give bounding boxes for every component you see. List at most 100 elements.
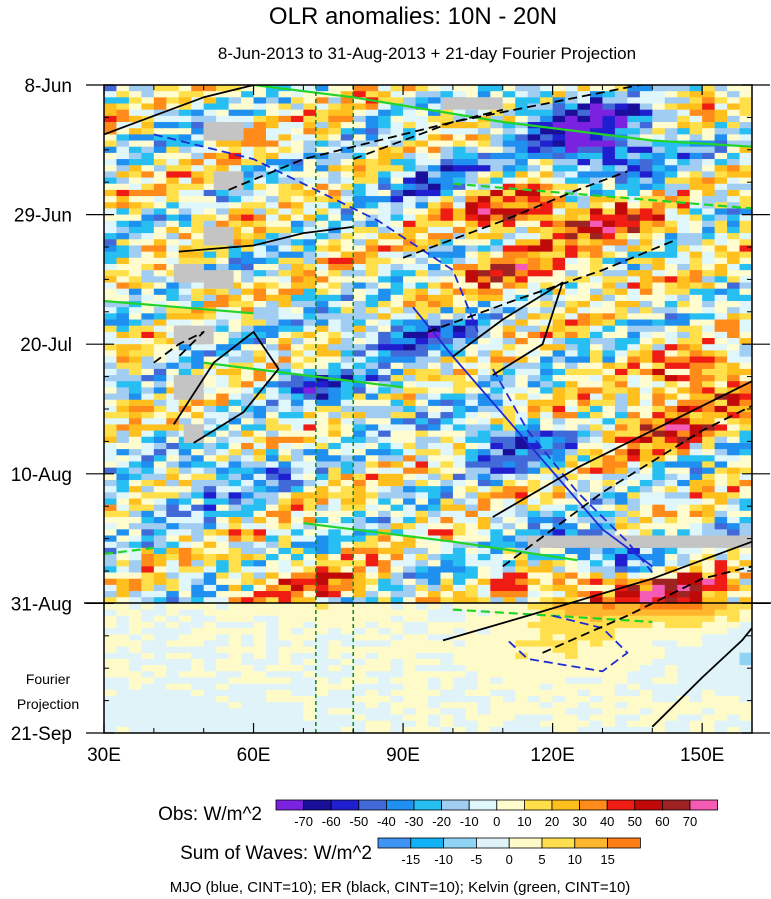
anomaly-cell [116,646,130,654]
anomaly-cell [353,301,367,308]
anomaly-cell [153,430,167,438]
anomaly-cell [477,621,491,629]
anomaly-cell [552,418,566,426]
anomaly-cell [378,103,392,111]
anomaly-cell [315,640,329,648]
anomaly-cell [315,171,329,179]
anomaly-cell [315,301,329,308]
anomaly-cell [328,177,342,185]
anomaly-cell [390,640,404,648]
anomaly-cell [315,233,329,240]
anomaly-cell [490,239,504,247]
anomaly-cell [141,122,155,129]
anomaly-cell [639,152,653,160]
anomaly-cell [353,115,367,123]
anomaly-cell [440,541,454,549]
anomaly-cell [403,368,417,376]
anomaly-cell [552,282,566,290]
anomaly-cell [627,270,641,277]
anomaly-cell [565,628,579,635]
anomaly-cell [714,591,728,598]
anomaly-cell [141,535,155,543]
anomaly-cell [639,85,653,92]
anomaly-cell [465,418,479,426]
anomaly-cell [153,486,167,493]
anomaly-cell [104,479,118,487]
anomaly-cell [290,621,304,629]
anomaly-cell [452,609,466,617]
anomaly-cell [452,529,466,537]
anomaly-cell [340,597,354,604]
anomaly-cell [590,393,604,401]
anomaly-cell [727,226,741,234]
anomaly-cell [577,584,591,592]
anomaly-cell [689,313,703,321]
anomaly-cell [365,159,379,166]
anomaly-cell [403,387,417,395]
anomaly-cell [440,331,454,339]
anomaly-cell [602,399,616,407]
anomaly-cell [602,128,616,135]
anomaly-cell [527,165,541,172]
anomaly-cell [515,103,529,111]
anomaly-cell [378,276,392,284]
anomaly-cell [365,368,379,376]
anomaly-cell [153,658,167,666]
anomaly-cell [477,634,491,642]
anomaly-cell [290,658,304,666]
anomaly-cell [253,109,267,117]
anomaly-cell [689,591,703,598]
anomaly-cell [116,578,130,586]
anomaly-cell [590,152,604,160]
anomaly-cell [303,226,317,234]
anomaly-cell [153,584,167,592]
anomaly-cell [527,128,541,135]
anomaly-cell [540,115,554,123]
anomaly-cell [527,442,541,450]
anomaly-cell [378,122,392,129]
anomaly-cell [428,368,442,376]
anomaly-cell [253,257,267,265]
anomaly-cell [614,492,628,500]
anomaly-cell [515,251,529,259]
anomaly-cell [627,387,641,395]
anomaly-cell [153,597,167,604]
anomaly-cell [353,165,367,172]
anomaly-cell [614,517,628,524]
anomaly-cell [166,331,180,339]
anomaly-cell [241,146,255,154]
anomaly-cell [141,362,155,370]
anomaly-cell [328,541,342,549]
anomaly-cell [477,541,491,549]
anomaly-cell [128,103,142,111]
anomaly-cell [290,103,304,111]
anomaly-cell [415,115,429,123]
anomaly-cell [328,412,342,419]
anomaly-cell [128,449,142,456]
anomaly-cell [502,510,516,518]
anomaly-cell [428,455,442,463]
anomaly-cell [203,362,217,370]
anomaly-cell [178,473,192,481]
anomaly-cell [278,245,292,253]
anomaly-cell [477,479,491,487]
anomaly-cell [191,301,205,308]
anomaly-cell [689,257,703,265]
anomaly-cell [415,288,429,296]
anomaly-cell [315,529,329,537]
anomaly-cell [128,387,142,395]
anomaly-cell [203,603,217,611]
anomaly-cell [515,288,529,296]
anomaly-cell [378,375,392,382]
anomaly-cell [228,331,242,339]
anomaly-cell [639,103,653,111]
anomaly-cell [141,492,155,500]
anomaly-cell [353,479,367,487]
anomaly-cell [627,128,641,135]
anomaly-cell [365,486,379,493]
anomaly-cell [290,393,304,401]
anomaly-cell [540,640,554,648]
anomaly-cell [253,362,267,370]
anomaly-cell [166,288,180,296]
anomaly-cell [714,97,728,105]
